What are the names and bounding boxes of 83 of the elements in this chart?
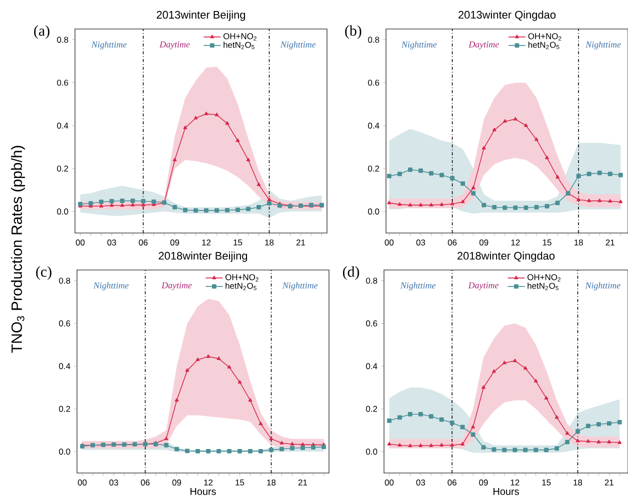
x-tick-label: 09 [479, 480, 488, 486]
y-tick-label: 0.2 [368, 166, 380, 172]
legend-label: OH+NO$_{2}$ [528, 33, 562, 41]
y-tick-label: 0.0 [366, 448, 378, 455]
x-tick-label: 06 [138, 240, 148, 246]
chart-title: 2013winter Qingdao [458, 10, 556, 21]
y-tick-label: 0.8 [59, 278, 70, 284]
x-tick-label: 00 [76, 240, 85, 246]
legend-label: hetN$_{2}$O$_{5}$ [528, 282, 558, 290]
y-tick-label: 0.4 [57, 122, 68, 129]
text: (c) [36, 266, 52, 280]
y-tick-label: 0.4 [59, 363, 70, 370]
x-tick-label: 03 [109, 480, 118, 486]
annotation: Daytime [161, 282, 192, 290]
legend-label: hetN$_{2}$O$_{5}$ [226, 282, 256, 290]
x-tick-label: 18 [267, 480, 276, 486]
legend-label: OH+NO$_{2}$ [528, 274, 560, 282]
chart-title: 2018winter Beijing [158, 252, 248, 262]
x-tick-label: 00 [384, 480, 394, 486]
chart-title: 2018winter Qingdao [458, 252, 555, 262]
annotation: Daytime [159, 41, 190, 50]
annotation: Nighttime [280, 41, 316, 50]
x-tick-label: 12 [511, 240, 520, 246]
legend-label: hetN$_{2}$O$_{5}$ [528, 42, 560, 50]
x-tick-label: 15 [542, 240, 552, 246]
y-tick-label: 0.0 [368, 208, 380, 215]
x-tick-label: 03 [107, 240, 116, 246]
annotation: Nighttime [585, 282, 620, 290]
x-tick-label: 12 [202, 240, 211, 246]
x-tick-label: 21 [296, 240, 306, 246]
x-axis-title: Hours [494, 488, 519, 495]
y-tick-label: 0.0 [59, 448, 70, 455]
x-axis-title: Hours [190, 488, 216, 495]
y-tick-label: 0.6 [366, 320, 378, 326]
x-tick-label: 15 [542, 480, 551, 486]
annotation: Nighttime [401, 41, 437, 50]
annotation: Nighttime [400, 282, 436, 290]
x-tick-label: 09 [170, 240, 180, 246]
text: (a) [34, 25, 50, 39]
x-tick-label: 12 [204, 480, 213, 486]
x-tick-label: 21 [604, 480, 614, 486]
y-axis-title: TNO$_{3}$ Production Rates (ppb/h) [11, 146, 25, 353]
text: (d) [342, 266, 360, 280]
y-tick-label: 0.4 [368, 122, 380, 129]
y-tick-label: 0.6 [368, 80, 380, 86]
annotation: Nighttime [586, 41, 621, 50]
x-tick-label: 18 [574, 480, 582, 486]
y-tick-label: 0.2 [57, 166, 68, 172]
annotation: Daytime [468, 282, 498, 290]
x-tick-label: 09 [479, 240, 488, 246]
x-tick-label: 03 [416, 480, 425, 486]
x-tick-label: 03 [416, 240, 426, 246]
x-tick-label: 12 [510, 480, 520, 486]
x-tick-label: 18 [265, 240, 274, 246]
text: (b) [345, 25, 362, 39]
y-tick-label: 0.8 [366, 278, 378, 284]
legend-label: hetN$_{2}$O$_{5}$ [224, 42, 254, 50]
x-tick-label: 15 [236, 480, 244, 486]
y-tick-label: 0.6 [59, 320, 70, 326]
legend-label: OH+NO$_{2}$ [223, 33, 256, 41]
y-tick-label: 0.2 [366, 406, 378, 412]
legend-label: OH+NO$_{2}$ [225, 274, 258, 282]
y-tick-label: 0.8 [368, 36, 380, 43]
y-tick-label: 0.4 [366, 363, 378, 370]
x-tick-label: 15 [234, 240, 242, 246]
x-tick-label: 21 [298, 480, 308, 486]
x-tick-label: 18 [574, 240, 583, 246]
x-tick-label: 06 [448, 480, 456, 486]
annotation: Nighttime [282, 282, 318, 290]
y-tick-label: 0.6 [57, 80, 68, 86]
annotation: Nighttime [91, 41, 127, 50]
y-tick-label: 0.0 [57, 208, 68, 215]
chart-title: 2013winter Beijing [156, 10, 246, 21]
y-tick-label: 0.8 [57, 36, 68, 43]
x-tick-label: 09 [172, 480, 182, 486]
x-tick-label: 06 [140, 480, 150, 486]
x-tick-label: 00 [78, 480, 87, 486]
x-tick-label: 06 [448, 240, 457, 246]
annotation: Daytime [468, 41, 499, 50]
annotation: Nighttime [93, 282, 129, 290]
y-tick-label: 0.2 [59, 406, 70, 412]
x-tick-label: 00 [384, 240, 394, 246]
x-tick-label: 21 [606, 240, 614, 246]
